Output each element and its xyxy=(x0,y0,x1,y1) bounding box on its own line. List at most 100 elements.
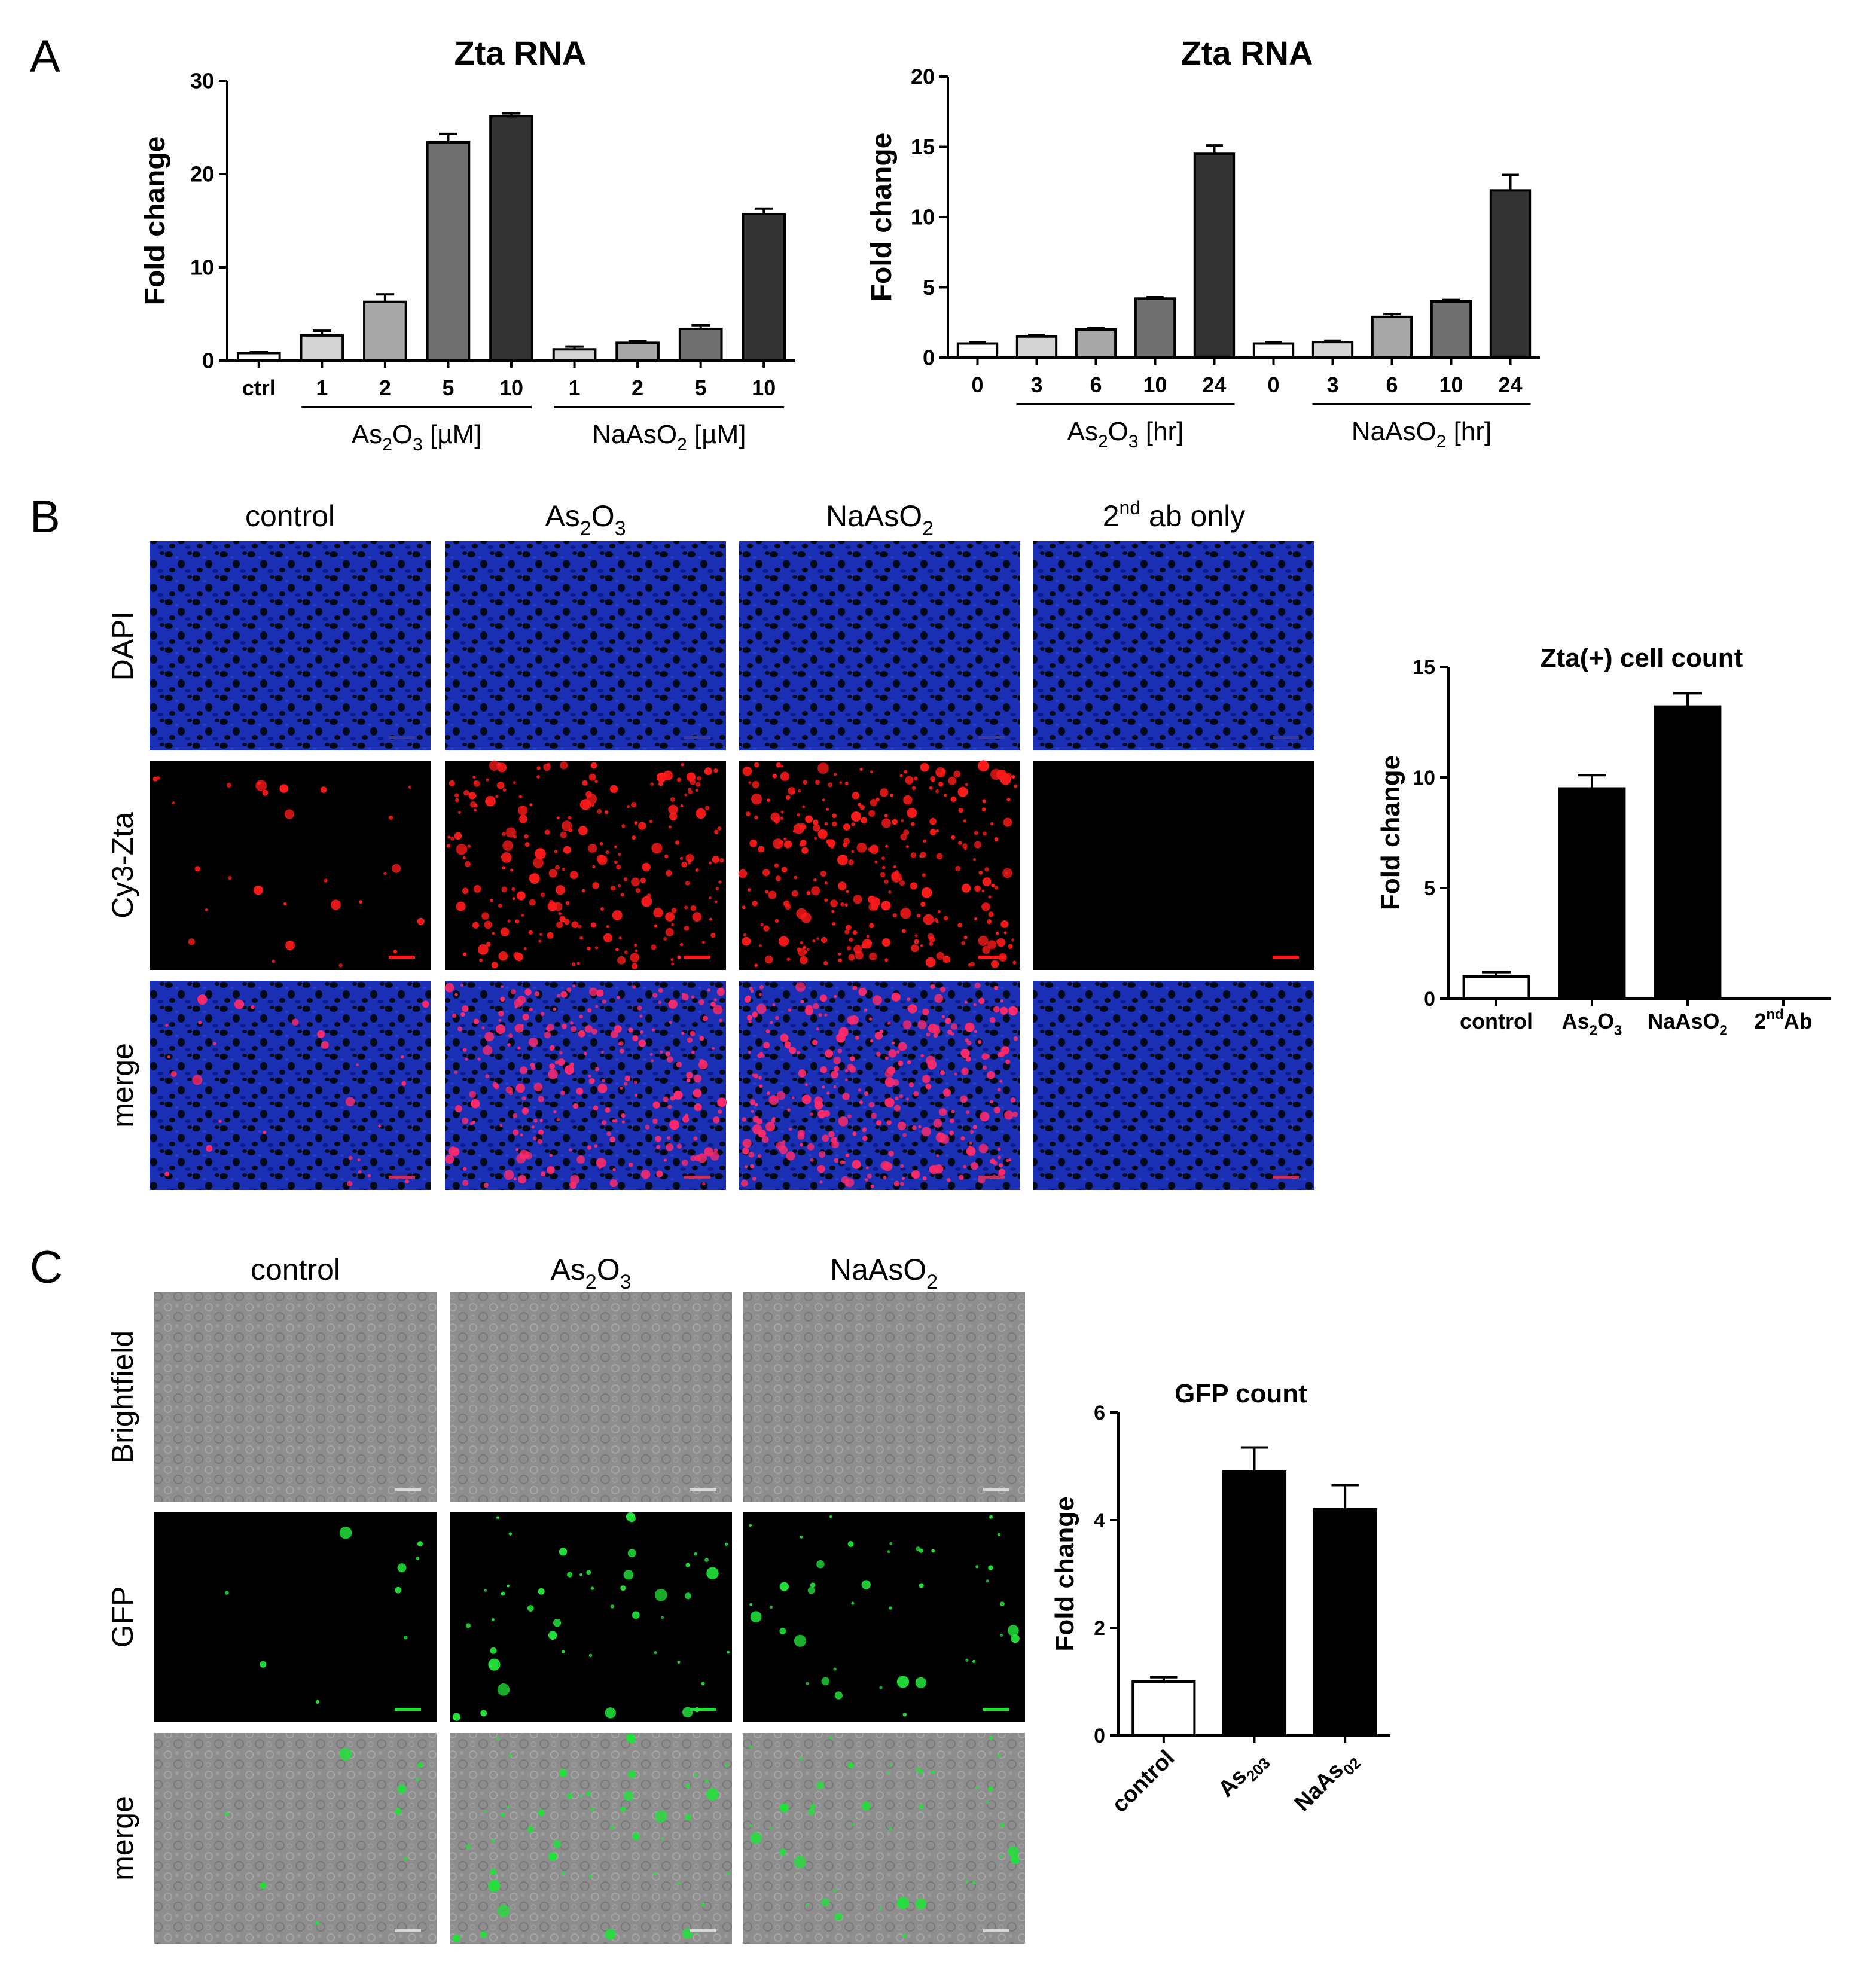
y-tick-label: 20 xyxy=(190,162,214,187)
merged-cell xyxy=(893,1105,901,1112)
zta-positive-cell xyxy=(901,819,904,822)
zta-positive-cell xyxy=(780,810,784,814)
merged-cell xyxy=(401,1055,404,1059)
zta-positive-cell xyxy=(765,890,769,894)
merged-cell xyxy=(797,1051,800,1054)
zta-positive-cell xyxy=(820,871,827,877)
merged-cell xyxy=(472,1120,475,1124)
merged-cell xyxy=(768,1095,779,1105)
zta-positive-cell xyxy=(677,955,681,960)
merged-cell xyxy=(750,989,754,993)
merged-cell xyxy=(964,1000,968,1004)
merged-cell xyxy=(656,1145,661,1149)
merged-cell xyxy=(819,1151,826,1158)
gfp-positive-cell xyxy=(579,1573,583,1576)
merged-cell xyxy=(960,1136,965,1141)
merged-cell xyxy=(518,1174,527,1184)
zta-positive-cell xyxy=(988,911,994,917)
merged-cell xyxy=(974,982,981,989)
zta-positive-cell xyxy=(1012,960,1017,965)
y-tick-label: 10 xyxy=(911,205,935,230)
gfp-positive-cell xyxy=(889,1606,892,1610)
merged-gfp-cell xyxy=(506,1805,510,1809)
zta-positive-cell xyxy=(742,936,751,946)
zta-positive-cell xyxy=(963,935,968,939)
zta-positive-cell xyxy=(988,895,992,899)
gfp-positive-cell xyxy=(605,1707,617,1719)
gfp-positive-cell xyxy=(816,1560,825,1569)
zta-positive-cell xyxy=(578,925,582,929)
zta-positive-cell xyxy=(618,884,621,887)
merged-gfp-cell xyxy=(806,1903,809,1906)
merged-cell xyxy=(263,1130,267,1134)
zta-positive-cell xyxy=(646,893,651,898)
zta-positive-cell xyxy=(1000,920,1009,928)
zta-positive-cell xyxy=(513,951,520,959)
zta-positive-cell xyxy=(774,919,779,923)
merged-cell xyxy=(634,1081,637,1084)
zta-positive-cell xyxy=(676,777,681,782)
merged-cell xyxy=(206,1145,213,1152)
zta-positive-cell xyxy=(805,815,813,823)
merged-gfp-cell xyxy=(501,1813,505,1817)
zta-positive-cell xyxy=(535,848,546,859)
merged-cell xyxy=(822,1085,825,1089)
y-tick-label: 10 xyxy=(1413,767,1435,789)
zta-positive-cell xyxy=(780,771,790,782)
merged-gfp-cell xyxy=(989,1736,993,1740)
merged-cell xyxy=(665,1051,670,1057)
gfp-positive-cell xyxy=(779,1582,789,1591)
zta-positive-cell xyxy=(718,880,722,884)
panel-letter-b: B xyxy=(30,492,60,542)
merged-cell xyxy=(666,1143,674,1151)
merged-gfp-cell xyxy=(685,1814,692,1821)
merged-cell xyxy=(401,1081,407,1086)
merged-cell xyxy=(676,1061,682,1068)
zta-positive-cell xyxy=(802,945,806,950)
zta-positive-cell xyxy=(529,803,533,807)
zta-positive-cell xyxy=(548,869,557,878)
zta-positive-cell xyxy=(473,884,481,893)
merged-cell xyxy=(693,1088,702,1098)
zta-positive-cell xyxy=(606,925,609,929)
zta-positive-cell xyxy=(911,786,916,791)
zta-positive-cell xyxy=(742,766,752,776)
merged-cell xyxy=(900,1164,904,1168)
zta-positive-cell xyxy=(513,780,516,785)
zta-positive-cell xyxy=(518,795,523,798)
merged-cell xyxy=(669,1020,672,1024)
merged-cell xyxy=(759,993,762,996)
zta-positive-cell xyxy=(798,789,801,793)
merged-cell xyxy=(595,1005,599,1008)
x-tick-label: control xyxy=(1107,1746,1179,1818)
merged-cell xyxy=(572,1103,579,1109)
gfp-positive-cell xyxy=(916,1546,921,1552)
zta-positive-cell xyxy=(868,903,877,911)
zta-positive-cell xyxy=(944,916,948,920)
merged-cell xyxy=(864,1008,868,1012)
zta-positive-cell xyxy=(900,908,911,919)
zta-positive-cell xyxy=(620,893,624,897)
bar xyxy=(1222,1470,1287,1737)
gfp-positive-cell xyxy=(677,1660,681,1664)
merged-cell xyxy=(251,1005,255,1009)
zta-positive-cell xyxy=(990,822,994,826)
zta-positive-cell xyxy=(571,962,576,966)
bar xyxy=(426,141,471,362)
zta-positive-cell xyxy=(892,913,897,918)
zta-positive-cell xyxy=(780,816,784,820)
zta-positive-cell xyxy=(778,936,789,947)
merged-cell xyxy=(940,987,946,993)
zta-positive-cell xyxy=(670,797,675,802)
merged-cell xyxy=(649,1052,653,1057)
zta-positive-cell xyxy=(806,948,810,951)
merged-cell xyxy=(963,1164,967,1169)
merged-gfp-cell xyxy=(685,1784,690,1789)
zta-positive-cell xyxy=(684,793,688,797)
gfp-positive-cell xyxy=(561,1650,565,1654)
merged-cell xyxy=(966,1146,976,1157)
chart-title: Zta(+) cell count xyxy=(1541,643,1743,673)
gfp-positive-cell xyxy=(685,1563,690,1567)
merged-cell xyxy=(682,993,685,996)
zta-positive-cell xyxy=(474,780,480,787)
